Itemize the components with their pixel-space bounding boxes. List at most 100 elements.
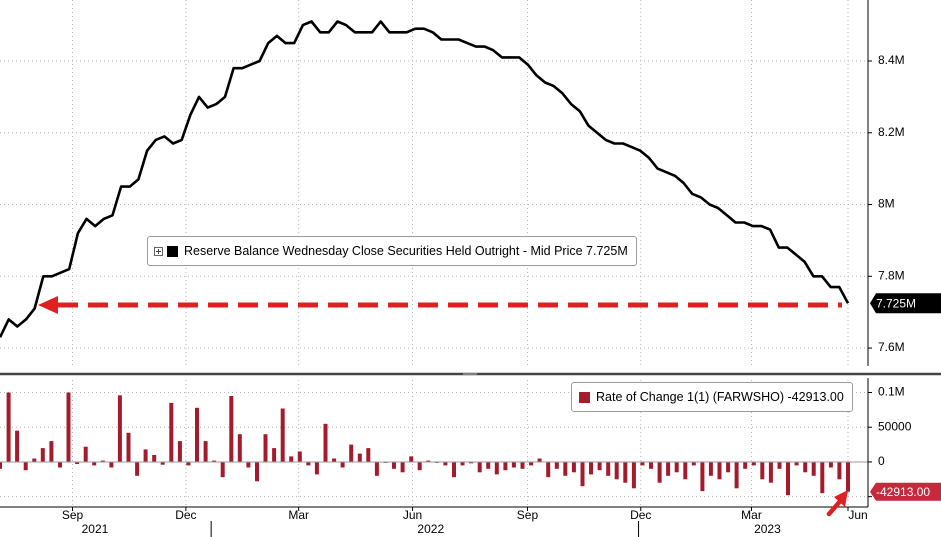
reference-arrow xyxy=(38,296,842,314)
bar xyxy=(426,460,431,462)
bar xyxy=(631,461,636,489)
bar xyxy=(263,434,268,462)
expand-icon[interactable] xyxy=(154,246,163,256)
bar xyxy=(392,461,396,469)
bar xyxy=(494,461,499,475)
last-value-tag xyxy=(870,482,941,501)
bar xyxy=(109,461,114,468)
bar xyxy=(743,461,748,469)
bar xyxy=(314,461,319,475)
bar xyxy=(460,461,465,466)
bar xyxy=(203,441,208,462)
bar xyxy=(280,408,285,462)
bar xyxy=(255,461,259,482)
bar xyxy=(83,446,88,462)
bar xyxy=(246,461,251,468)
bar xyxy=(357,453,362,462)
black-swatch-icon xyxy=(167,245,178,257)
bar xyxy=(75,461,80,464)
bar xyxy=(683,461,688,480)
bar xyxy=(606,461,611,476)
bar xyxy=(828,461,833,468)
bar xyxy=(117,395,122,462)
bar xyxy=(708,461,713,476)
bar xyxy=(623,461,628,483)
bar xyxy=(366,448,371,462)
bar xyxy=(40,448,45,462)
bar xyxy=(691,461,696,466)
bar xyxy=(597,461,602,471)
bar xyxy=(846,461,850,492)
bar xyxy=(554,461,559,469)
bar xyxy=(649,461,653,469)
y-tick-label: 50000 xyxy=(878,419,912,433)
bar xyxy=(177,441,182,462)
legend-label: Rate of Change 1(1) (FARWSHO) xyxy=(596,390,785,404)
x-tick-label-month: Sep xyxy=(517,508,539,522)
x-tick-label-year: 2023 xyxy=(754,522,781,536)
y-tick-label: 8.2M xyxy=(878,125,905,139)
bar xyxy=(15,430,20,462)
x-tick-label-year: 2021 xyxy=(82,522,109,536)
top-panel-legend[interactable]: Reserve Balance Wednesday Close Securiti… xyxy=(147,236,637,266)
bar xyxy=(272,448,277,462)
last-value-text: -42913.00 xyxy=(876,485,930,499)
red-swatch-icon xyxy=(579,391,590,403)
x-tick-label-month: Dec xyxy=(175,508,196,522)
bar xyxy=(92,461,97,466)
bar xyxy=(751,461,756,466)
bar xyxy=(614,461,619,480)
bar xyxy=(323,423,328,462)
bar xyxy=(374,461,379,476)
bar xyxy=(700,461,705,492)
bar xyxy=(717,461,722,480)
y-tick-label: 8M xyxy=(878,197,895,211)
bar xyxy=(837,461,842,480)
y-tick-label: 0 xyxy=(878,454,885,468)
legend-value: 7.725M xyxy=(586,244,628,258)
last-value-tag xyxy=(870,293,941,314)
bar xyxy=(6,392,11,462)
bar xyxy=(777,461,782,469)
x-tick-label-month: Sep xyxy=(62,508,84,522)
bar xyxy=(152,455,157,462)
bar xyxy=(100,460,105,462)
x-tick-label-year: 2022 xyxy=(417,522,444,536)
bar xyxy=(820,461,825,494)
bar xyxy=(503,461,508,471)
line-series xyxy=(0,20,850,338)
bar xyxy=(563,461,568,476)
y-tick-label: 7.8M xyxy=(878,268,905,282)
bar xyxy=(477,461,482,473)
bar xyxy=(349,444,354,462)
y-tick-label: 8.4M xyxy=(878,53,905,67)
bar xyxy=(786,461,790,496)
axes: 7.6M 7.8M 8M 8.2M 8.4M 0.1M 50000 0 Sep Dec Mar Jun… xyxy=(0,0,912,537)
bar xyxy=(811,461,816,476)
bar xyxy=(794,461,799,466)
bar xyxy=(469,461,474,464)
bar xyxy=(768,461,773,483)
y-tick-label: 7.6M xyxy=(878,340,905,354)
bar xyxy=(803,461,808,473)
bottom-panel-legend[interactable]: Rate of Change 1(1) (FARWSHO) -42913.00 xyxy=(571,382,853,412)
bar xyxy=(340,461,345,468)
legend-value: -42913.00 xyxy=(787,390,844,404)
bar xyxy=(640,461,645,466)
bar xyxy=(220,461,225,478)
bar xyxy=(511,461,516,468)
bar xyxy=(520,461,525,469)
bar xyxy=(143,449,148,462)
pointer-arrowhead xyxy=(834,490,848,507)
bar xyxy=(726,461,731,473)
bar xyxy=(0,461,2,469)
bar xyxy=(529,461,534,466)
bar xyxy=(160,461,165,465)
bar xyxy=(186,461,191,466)
x-tick-label-month: Mar xyxy=(288,508,309,522)
bar xyxy=(32,458,37,462)
bar xyxy=(571,461,576,473)
last-value-labels: 7.725M -42913.00 xyxy=(826,293,941,517)
